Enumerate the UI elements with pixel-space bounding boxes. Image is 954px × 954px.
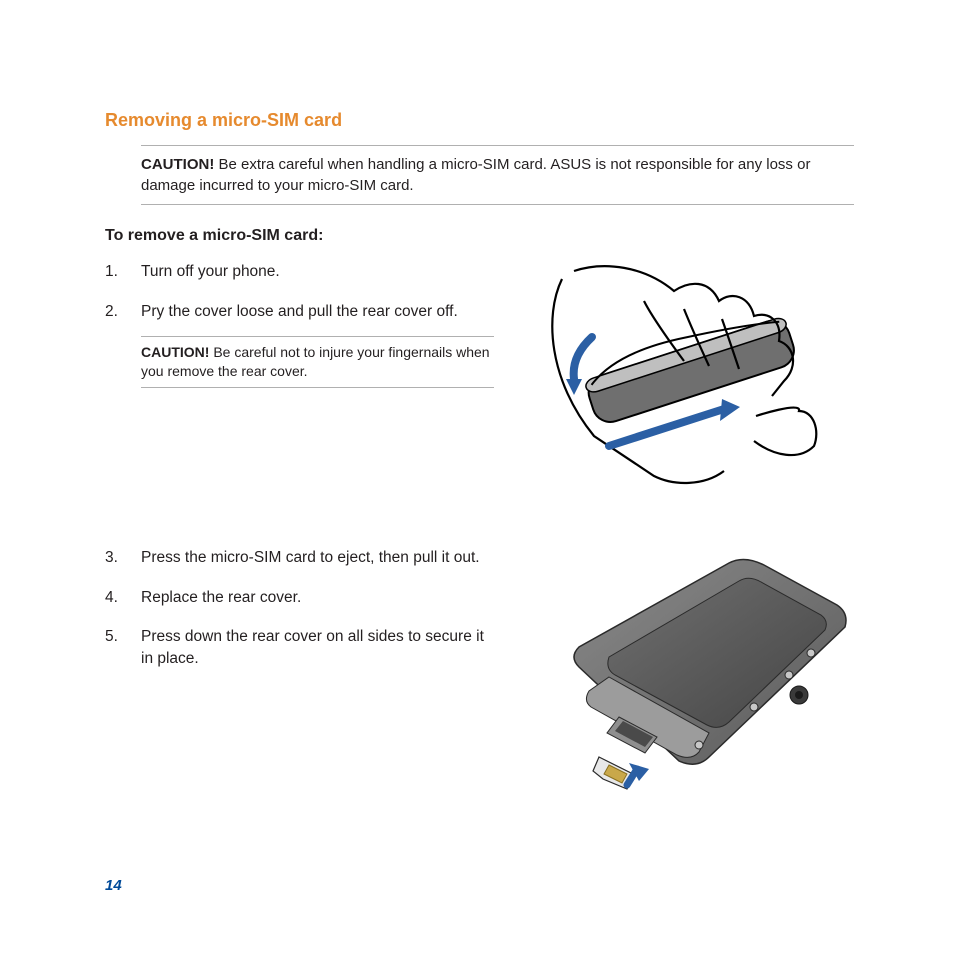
- figure-2: [514, 547, 854, 797]
- step-5: Press down the rear cover on all sides t…: [105, 626, 494, 669]
- step-2: Pry the cover loose and pull the rear co…: [105, 301, 494, 388]
- figure-1: [514, 261, 854, 511]
- caution-main: CAUTION! Be extra careful when handling …: [141, 145, 854, 205]
- caution-inner: CAUTION! Be careful not to injure your f…: [141, 336, 494, 388]
- steps-col-2: Press the micro-SIM card to eject, then …: [105, 547, 494, 688]
- step-3: Press the micro-SIM card to eject, then …: [105, 547, 494, 569]
- caution-label: CAUTION!: [141, 156, 214, 173]
- step-2-text: Pry the cover loose and pull the rear co…: [141, 303, 458, 320]
- subheading: To remove a micro-SIM card:: [105, 227, 854, 245]
- steps-list-1: Turn off your phone. Pry the cover loose…: [105, 261, 494, 388]
- sim-eject-illustration: [519, 547, 849, 797]
- step-4: Replace the rear cover.: [105, 587, 494, 609]
- page-number: 14: [105, 877, 122, 894]
- steps-list-2: Press the micro-SIM card to eject, then …: [105, 547, 494, 670]
- caution-inner-label: CAUTION!: [141, 344, 209, 360]
- step-1: Turn off your phone.: [105, 261, 494, 283]
- section-title: Removing a micro-SIM card: [105, 110, 854, 131]
- arrow-icon: [627, 763, 649, 785]
- block-2: Press the micro-SIM card to eject, then …: [105, 547, 854, 797]
- pry-cover-illustration: [524, 261, 844, 511]
- caution-text: Be extra careful when handling a micro-S…: [141, 156, 810, 194]
- manual-page: Removing a micro-SIM card CAUTION! Be ex…: [0, 0, 954, 954]
- steps-col-1: Turn off your phone. Pry the cover loose…: [105, 261, 494, 406]
- block-1: Turn off your phone. Pry the cover loose…: [105, 261, 854, 511]
